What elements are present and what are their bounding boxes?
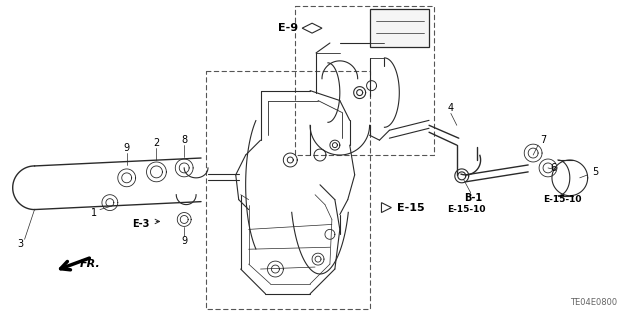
Text: 6: 6: [550, 163, 556, 173]
Text: 8: 8: [181, 135, 188, 145]
Polygon shape: [302, 23, 322, 33]
Text: E-9: E-9: [278, 23, 298, 33]
Text: E-15-10: E-15-10: [543, 195, 582, 204]
Text: E-15-10: E-15-10: [447, 205, 486, 214]
Text: TE04E0800: TE04E0800: [570, 298, 618, 307]
Text: 3: 3: [17, 239, 24, 249]
Text: 9: 9: [124, 143, 130, 153]
Text: 4: 4: [448, 103, 454, 114]
Text: FR.: FR.: [80, 259, 101, 269]
Text: 7: 7: [540, 135, 546, 145]
Text: B-1: B-1: [465, 193, 483, 203]
Text: 9: 9: [181, 236, 188, 246]
Polygon shape: [381, 203, 392, 212]
Text: 1: 1: [91, 208, 97, 218]
Text: E-3: E-3: [132, 219, 150, 229]
FancyBboxPatch shape: [369, 9, 429, 47]
Text: 5: 5: [593, 167, 599, 177]
Text: 2: 2: [154, 138, 159, 148]
Text: E-15: E-15: [397, 203, 425, 212]
